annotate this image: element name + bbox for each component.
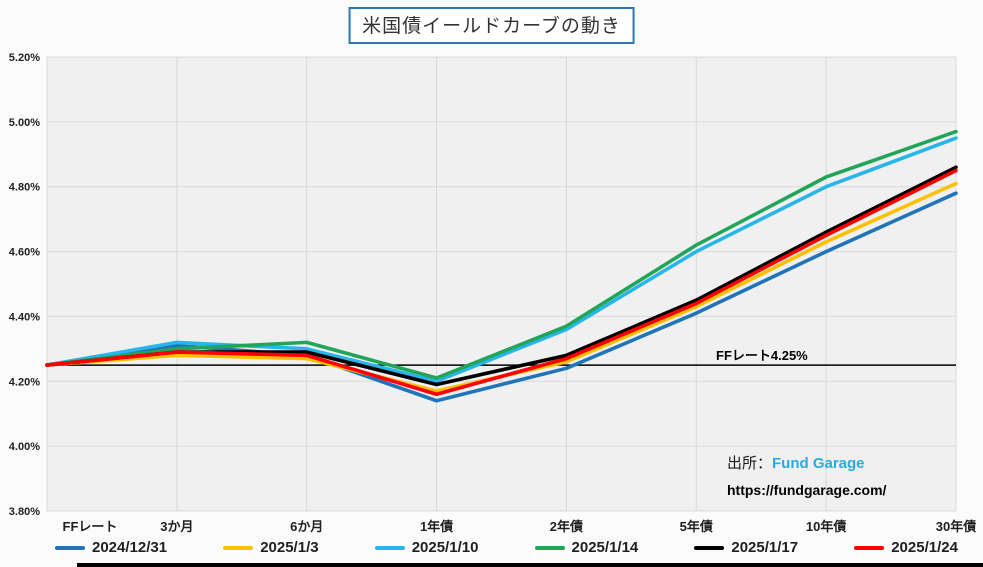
legend-item: 2025/1/14 — [534, 539, 639, 556]
y-axis-tick-label: 4.60% — [9, 247, 40, 259]
legend-item: 2024/12/31 — [55, 539, 167, 556]
legend-item: 2025/1/3 — [223, 539, 319, 556]
y-axis-tick-label: 4.20% — [9, 376, 40, 388]
legend-marker — [374, 545, 405, 550]
ff-rate-annotation: FFレート4.25% — [716, 348, 808, 363]
y-axis-tick-label: 4.80% — [9, 182, 40, 194]
legend-label: 2025/1/10 — [411, 539, 479, 556]
legend-marker — [694, 545, 725, 550]
legend-marker — [223, 545, 254, 550]
y-axis-tick-label: 5.20% — [9, 52, 40, 64]
x-axis-tick-label: 2年債 — [550, 519, 583, 534]
legend-label: 2025/1/3 — [260, 539, 319, 556]
x-axis-tick-label: 30年債 — [936, 519, 976, 534]
y-axis-tick-label: 4.00% — [9, 441, 40, 453]
legend-label: 2025/1/14 — [571, 539, 639, 556]
chart-legend: 2024/12/31 2025/1/3 2025/1/10 2025/1/14 2025… — [55, 539, 958, 556]
x-axis-tick-label: 3か月 — [160, 519, 193, 534]
source-line: 出所：Fund Garage — [727, 452, 886, 473]
legend-marker — [534, 545, 565, 550]
x-axis-tick-label: 1年債 — [420, 519, 453, 534]
x-axis-tick-label: 10年債 — [806, 519, 846, 534]
source-block: 出所：Fund Garage https://fundgarage.com/ — [727, 452, 886, 498]
chart-title: 米国債イールドカーブの動き — [348, 7, 635, 44]
bottom-divider-bar — [77, 563, 983, 567]
x-axis-tick-label: 5年債 — [680, 519, 713, 534]
legend-label: 2025/1/17 — [731, 539, 799, 556]
legend-label: 2024/12/31 — [92, 539, 168, 556]
legend-item: 2025/1/10 — [374, 539, 479, 556]
legend-label: 2025/1/24 — [891, 539, 958, 556]
legend-marker — [854, 545, 885, 550]
legend-item: 2025/1/17 — [694, 539, 798, 556]
x-axis-tick-label: 6か月 — [290, 519, 323, 534]
x-axis-tick-label: FFレート — [63, 519, 118, 534]
y-axis-tick-label: 5.00% — [9, 117, 40, 129]
series-line-2025/1/24 — [45, 168, 958, 397]
y-axis-tick-label: 3.80% — [9, 506, 40, 518]
source-url: https://fundgarage.com/ — [727, 482, 887, 498]
series-line-2025/1/10 — [45, 136, 958, 384]
y-axis-tick-label: 4.40% — [9, 311, 40, 323]
legend-marker — [55, 545, 85, 550]
source-name: Fund Garage — [772, 455, 865, 472]
series-line-2025/1/14 — [45, 129, 958, 380]
plot-area — [47, 57, 956, 511]
legend-item: 2025/1/24 — [854, 539, 958, 556]
source-prefix: 出所： — [727, 455, 773, 472]
